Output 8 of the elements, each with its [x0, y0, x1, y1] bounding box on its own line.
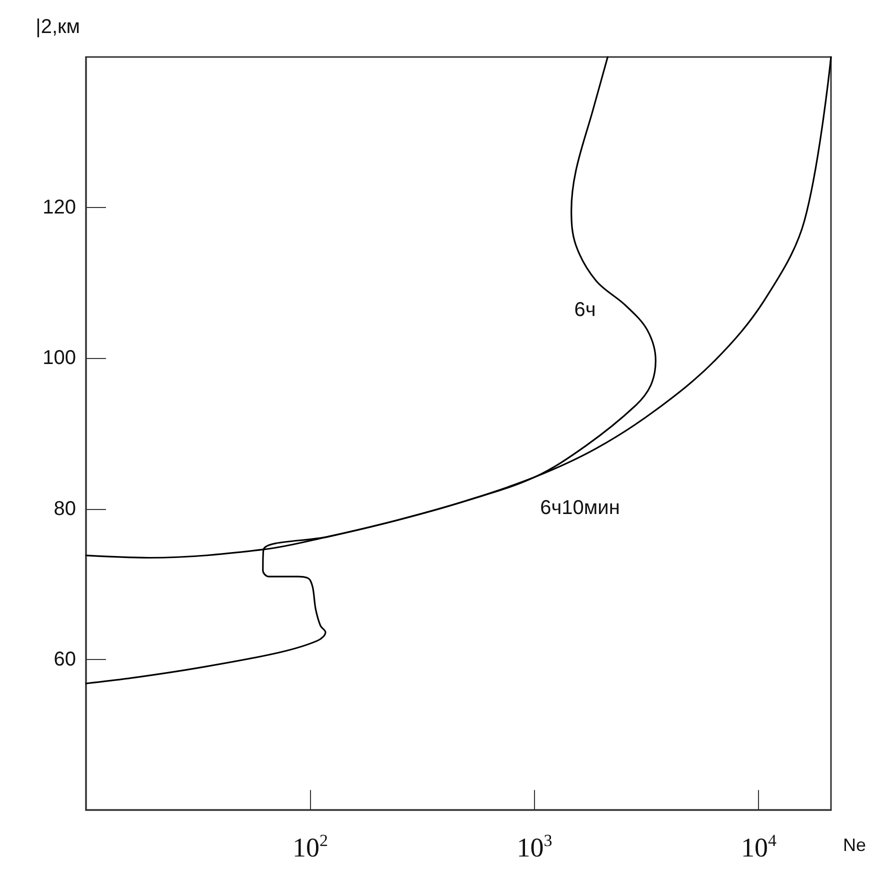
y-axis-title: |2,км [36, 16, 80, 38]
y-tick-label: 60 [54, 648, 76, 670]
annotation: 6ч [574, 299, 596, 321]
x-axis-title: Ne [842, 835, 866, 855]
y-tick-label: 120 [42, 196, 76, 219]
annotation: 6ч10мин [540, 497, 620, 519]
y-tick-label: 80 [54, 498, 76, 520]
y-tick-label: 100 [42, 347, 76, 370]
